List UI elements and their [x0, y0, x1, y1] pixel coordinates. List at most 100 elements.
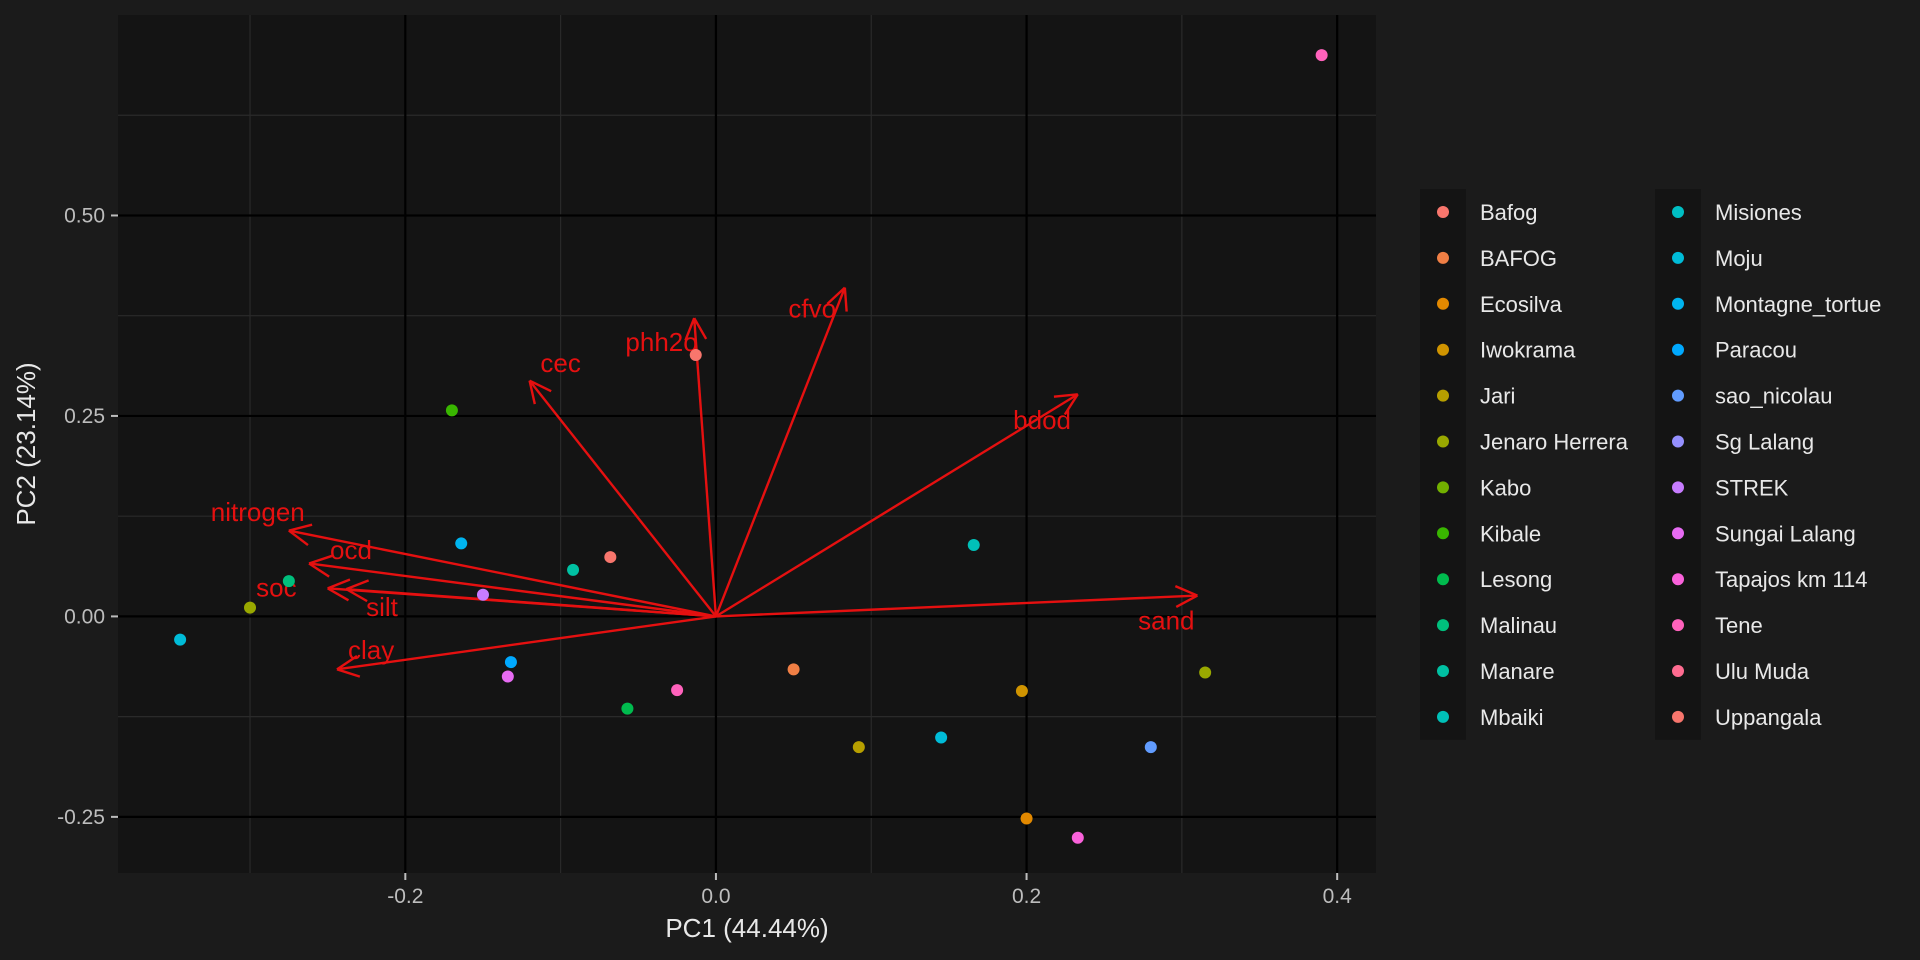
x-tick-label: 0.4 — [1323, 885, 1353, 908]
legend-swatch — [1672, 665, 1684, 677]
arrowhead-nitrogen — [288, 523, 313, 532]
point-tapajos-km-114 — [1071, 831, 1084, 844]
legend-swatch — [1672, 710, 1684, 723]
legend-swatch — [1437, 573, 1449, 586]
point-mbaiki — [967, 539, 980, 552]
loading-arrow-cfvo — [714, 287, 846, 617]
legend-label: Mbaiki — [1480, 705, 1544, 730]
point-uppangala — [689, 348, 702, 361]
y-tick-label: 0.00 — [64, 605, 105, 628]
gridlines — [118, 15, 1376, 873]
loading-arrow-nitrogen — [288, 529, 717, 618]
legend-swatch — [1437, 435, 1449, 448]
legend-label: Tene — [1715, 613, 1763, 638]
data-points — [174, 49, 1328, 844]
loading-arrow-silt — [346, 587, 717, 618]
legend-key-background — [1420, 189, 1466, 740]
legend-label: Jenaro Herrera — [1480, 430, 1629, 455]
loading-label-nitrogen: nitrogen — [211, 497, 305, 527]
point-tene — [671, 684, 684, 697]
loading-label-clay: clay — [348, 635, 394, 665]
legend-key-background — [1655, 189, 1701, 740]
point-kibale — [445, 404, 458, 417]
legend-swatch — [1437, 343, 1449, 356]
arrowhead-bdod — [1053, 393, 1078, 398]
arrowhead-soc — [327, 587, 350, 602]
legend-swatch — [1672, 619, 1684, 632]
legend-label: Ecosilva — [1480, 292, 1563, 317]
arrowhead-ocd — [308, 562, 330, 578]
point-tene — [1315, 49, 1328, 62]
loading-label-cfvo: cfvo — [788, 293, 836, 323]
arrowhead-soc — [327, 578, 351, 590]
legend-label: BAFOG — [1480, 246, 1557, 271]
loading-label-ocd: ocd — [330, 535, 372, 565]
point-jenaro-herrera — [1199, 666, 1212, 679]
loading-arrow-cec — [528, 379, 717, 618]
arrowhead-nitrogen — [288, 529, 309, 547]
arrowhead-cec — [528, 380, 536, 405]
legend-swatch — [1437, 389, 1449, 402]
arrowhead-sand — [1174, 584, 1198, 597]
legend-swatch — [1437, 619, 1449, 632]
legend: Bafog BAFOG Ecosilva Iwokrama Jari Jenaro Her… — [1420, 189, 1881, 740]
arrowhead-phh2o — [693, 317, 708, 340]
legend-swatch — [1672, 435, 1684, 448]
arrowhead-bdod — [1063, 393, 1079, 416]
arrowhead-cfvo — [843, 287, 848, 312]
arrowhead-silt — [345, 588, 368, 603]
legend-label: Malinau — [1480, 613, 1557, 638]
point-moju — [935, 731, 948, 744]
point-ecosilva — [1020, 812, 1033, 825]
y-tick-label: 0.25 — [64, 405, 105, 428]
loading-label-sand: sand — [1138, 605, 1194, 635]
point-sungai-lalang — [501, 670, 514, 683]
point-iwokrama — [1015, 684, 1028, 697]
legend-label: Moju — [1715, 246, 1763, 271]
x-tick-label: -0.2 — [387, 885, 423, 908]
legend-label: Paracou — [1715, 338, 1797, 363]
point-moju — [174, 633, 187, 646]
loading-label-cec: cec — [540, 348, 580, 378]
legend-swatch — [1437, 251, 1449, 264]
legend-label: Jari — [1480, 384, 1515, 409]
point-bafog — [604, 551, 617, 564]
legend-swatch — [1437, 481, 1449, 494]
legend-label: Ulu Muda — [1715, 659, 1810, 684]
legend-swatch — [1437, 206, 1449, 218]
loading-label-silt: silt — [366, 592, 399, 622]
point-paracou — [504, 656, 517, 669]
legend-label: Sungai Lalang — [1715, 521, 1856, 546]
loading-label-bdod: bdod — [1013, 405, 1071, 435]
loading-arrow-sand — [715, 594, 1198, 618]
legend-swatch — [1672, 251, 1684, 264]
loading-arrow-bdod — [715, 393, 1079, 618]
point-malinau — [282, 575, 295, 588]
loading-arrows: sandbdodcfvophh2ocecnitrogenocdsocsiltcl… — [211, 286, 1198, 678]
legend-label: Misiones — [1715, 200, 1802, 225]
point-bafog — [787, 663, 800, 676]
arrowhead-sand — [1175, 594, 1198, 608]
legend-swatch — [1437, 297, 1449, 310]
legend-label: Iwokrama — [1480, 338, 1576, 363]
point-jenaro-herrera — [244, 601, 257, 614]
arrowhead-silt — [345, 579, 370, 591]
axes: -0.2 0.0 0.2 0.4 -0.25 0.00 0.25 0.50 — [57, 204, 1352, 908]
legend-label: Kabo — [1480, 475, 1531, 500]
arrowhead-cec — [529, 379, 552, 393]
loading-label-phh2o: phh2o — [625, 327, 697, 357]
loading-arrow-clay — [336, 615, 717, 671]
plot-panel — [118, 15, 1376, 873]
arrowhead-cfvo — [826, 286, 846, 305]
x-tick-label: 0.2 — [1012, 885, 1041, 908]
point-manare — [567, 563, 580, 576]
legend-label: Uppangala — [1715, 705, 1822, 730]
legend-label: Sg Lalang — [1715, 430, 1814, 455]
point-montagne_tortue — [455, 537, 468, 550]
arrowhead-ocd — [308, 554, 333, 565]
legend-label: sao_nicolau — [1715, 384, 1832, 409]
legend-swatch — [1672, 389, 1684, 402]
point-lesong — [621, 702, 634, 715]
legend-swatch — [1672, 206, 1684, 218]
